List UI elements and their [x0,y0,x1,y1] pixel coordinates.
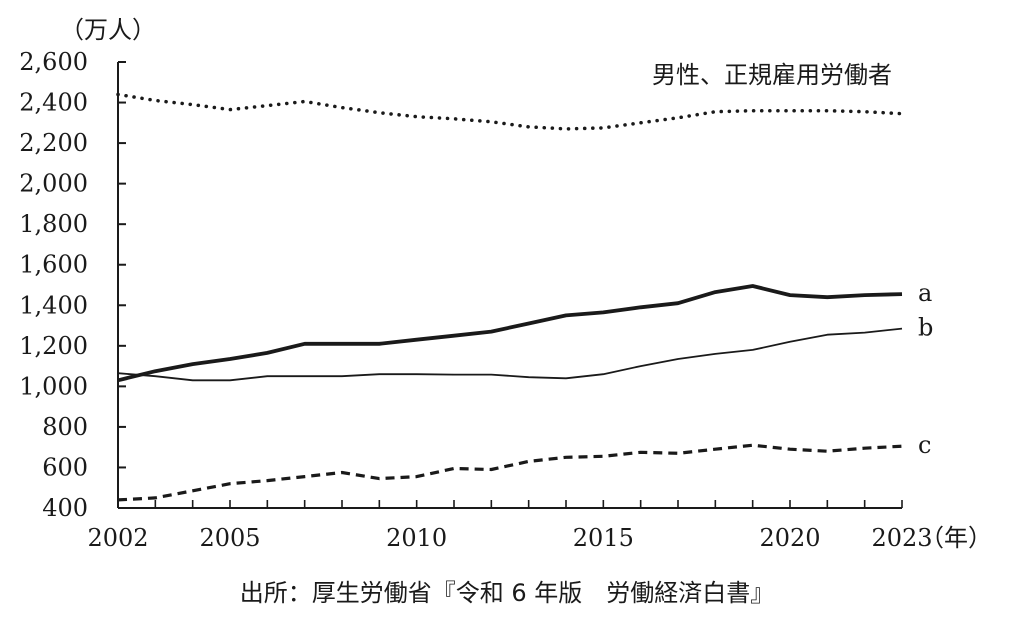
series-line-c [117,443,903,502]
series-line-a [117,284,903,383]
x-ticks: 2002 2005 2010 2015 2020 2023 [87,500,933,552]
y-tick-label: 1,000 [19,372,88,400]
y-tick-label: 1,600 [19,251,88,279]
series-lines [116,92,904,502]
series-label-a: a [918,279,932,307]
y-tick-label: 400 [42,494,88,522]
y-ticks: 400 600 800 1,000 1,200 1,400 1,600 1,800 2,000 2… [19,48,126,522]
y-tick-label: 2,200 [19,129,88,157]
x-tick-label: 2005 [199,524,260,552]
x-unit-label: （年） [920,524,992,552]
y-tick-label: 1,800 [19,210,88,238]
y-tick-label: 1,200 [19,332,88,360]
y-tick-label: 600 [42,453,88,481]
x-tick-label: 2023 [871,524,932,552]
x-tick-label: 2015 [573,524,634,552]
chart-title: 男性、正規雇用労働者 [652,61,892,89]
series-label-c: c [918,431,931,459]
y-tick-label: 2,400 [19,89,88,117]
source-note: 出所：厚生労働省『令和 6 年版 労働経済白書』 [240,579,775,607]
y-tick-label: 2,600 [19,48,88,76]
x-tick-label: 2020 [759,524,820,552]
y-tick-label: 2,000 [19,170,88,198]
x-tick-label: 2010 [386,524,447,552]
y-tick-label: 1,400 [19,291,88,319]
series-label-b: b [918,314,933,342]
axes [117,62,902,509]
y-unit-label: （万人） [60,16,156,44]
x-tick-label: 2002 [87,524,148,552]
y-tick-label: 800 [42,413,88,441]
series-labels: ab c [918,279,933,459]
series-line-b [117,327,903,382]
series-line-total [116,92,904,131]
